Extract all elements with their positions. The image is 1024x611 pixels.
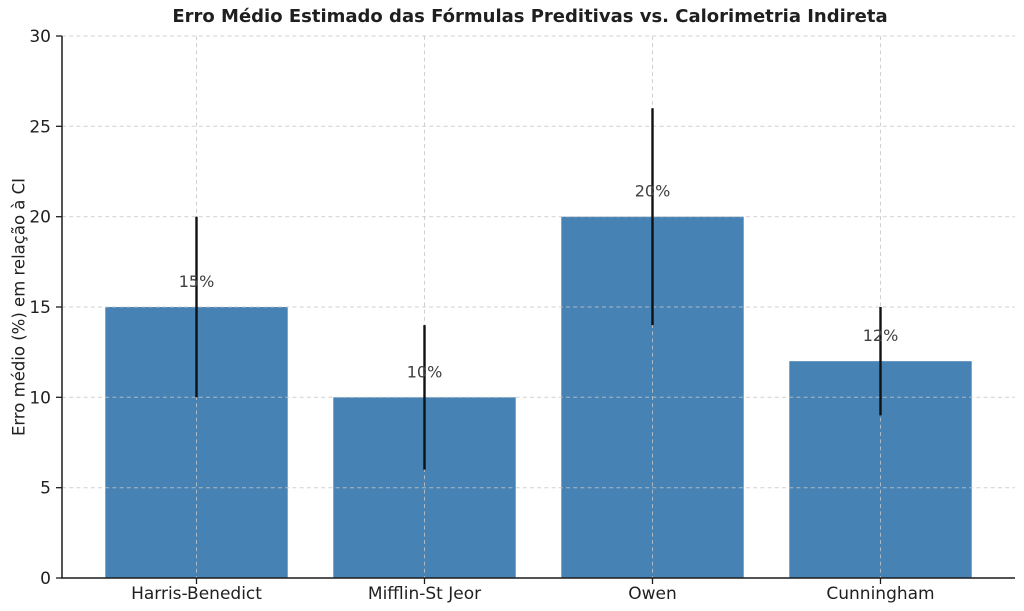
bar-label-owen: 20% <box>635 182 671 201</box>
bar-label-cunningham: 12% <box>863 326 899 345</box>
y-tick-label-5: 5 <box>40 479 51 499</box>
y-tick-label-15: 15 <box>29 298 51 318</box>
y-tick-label-10: 10 <box>29 388 51 408</box>
chart-title: Erro Médio Estimado das Fórmulas Prediti… <box>172 6 888 27</box>
x-tick-label-harris-benedict: Harris-Benedict <box>131 584 262 604</box>
x-tick-label-cunningham: Cunningham <box>826 584 934 604</box>
x-tick-label-mifflin-st-jeor: Mifflin-St Jeor <box>368 584 481 604</box>
y-tick-label-20: 20 <box>29 208 51 228</box>
y-tick-label-0: 0 <box>40 569 51 589</box>
bar-label-harris-benedict: 15% <box>179 272 215 291</box>
x-tick-label-owen: Owen <box>628 584 677 604</box>
y-tick-label-30: 30 <box>29 27 51 47</box>
bar-label-mifflin-st-jeor: 10% <box>407 362 443 381</box>
y-tick-label-25: 25 <box>29 117 51 137</box>
